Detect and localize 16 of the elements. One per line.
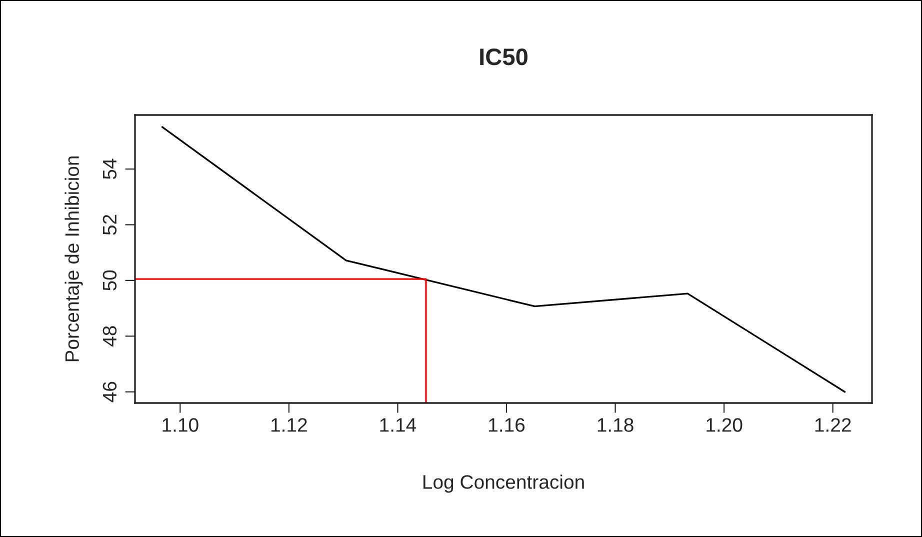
y-axis-title: Porcentaje de Inhibicion	[64, 156, 83, 362]
x-tick-label: 1.22	[815, 418, 851, 432]
x-tick-label: 1.12	[271, 418, 307, 432]
y-tick-label: 48	[102, 326, 117, 347]
y-tick-label: 50	[102, 270, 117, 290]
x-tick-label: 1.18	[598, 418, 634, 432]
chart-title: IC50	[480, 48, 528, 66]
y-tick-label: 54	[103, 158, 117, 180]
y-tick-label: 52	[102, 214, 117, 235]
x-tick-label: 1.14	[380, 418, 416, 432]
x-tick-label: 1.16	[489, 418, 525, 432]
x-axis-title: Log Concentracion	[423, 474, 584, 493]
y-tick-label: 46	[102, 382, 117, 402]
x-tick-label: 1.10	[162, 418, 198, 432]
x-tick-label: 1.20	[706, 418, 742, 432]
line-series	[161, 126, 846, 393]
